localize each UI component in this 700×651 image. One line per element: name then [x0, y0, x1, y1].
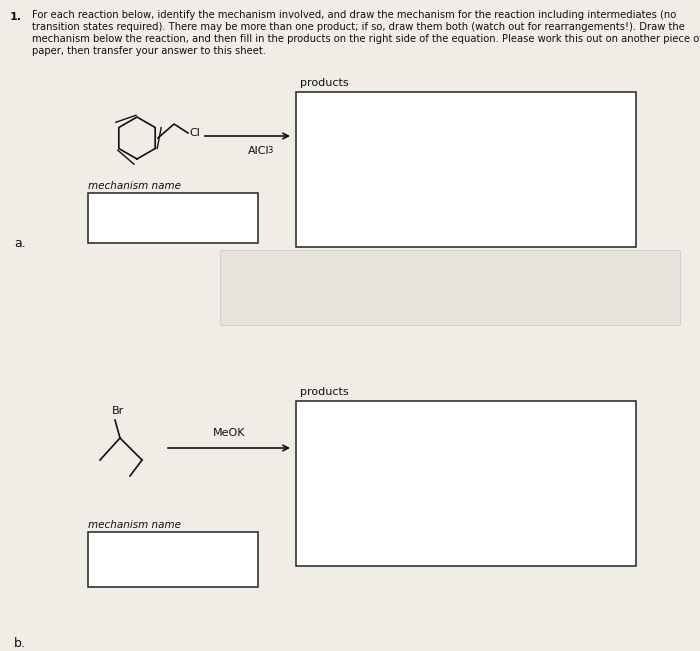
Text: products: products: [300, 78, 349, 88]
Text: 1.: 1.: [10, 12, 22, 22]
Text: AlCl: AlCl: [248, 146, 269, 156]
Bar: [88, 193, 258, 243]
Text: mechanism below the reaction, and then fill in the products on the right side of: mechanism below the reaction, and then f…: [32, 34, 700, 44]
Text: Cl: Cl: [189, 128, 200, 138]
Bar: [296, 92, 636, 247]
Text: MeOK: MeOK: [213, 428, 245, 438]
Bar: [220, 250, 680, 325]
Text: b.: b.: [14, 637, 26, 650]
Bar: [88, 532, 258, 587]
Text: paper, then transfer your answer to this sheet.: paper, then transfer your answer to this…: [32, 46, 266, 56]
Text: 3: 3: [267, 146, 273, 155]
Text: Br: Br: [112, 406, 125, 416]
Text: a.: a.: [14, 237, 26, 250]
Text: mechanism name: mechanism name: [88, 181, 181, 191]
Bar: [296, 401, 636, 566]
Text: products: products: [300, 387, 349, 397]
Text: For each reaction below, identify the mechanism involved, and draw the mechanism: For each reaction below, identify the me…: [32, 10, 676, 20]
Text: mechanism name: mechanism name: [88, 520, 181, 530]
Text: transition states required). There may be more than one product; if so, draw the: transition states required). There may b…: [32, 22, 685, 32]
